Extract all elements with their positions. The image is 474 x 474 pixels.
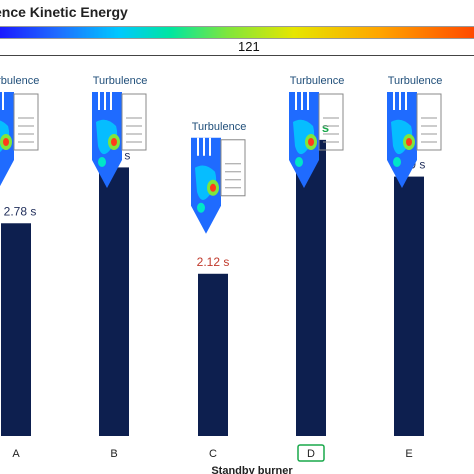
sim-caption-b: Turbulence	[93, 75, 148, 87]
data-label-a: 2.78 s	[4, 204, 37, 218]
sim-caption-e: Turbulence	[388, 75, 443, 87]
turbulence-sim-c	[191, 137, 246, 234]
highlight-box-d	[297, 444, 325, 462]
x-axis-label: Standby burner	[211, 465, 293, 474]
colorbar-value: 121	[238, 39, 260, 54]
tick-label-e: E	[405, 448, 412, 460]
turbulence-sim-a	[0, 92, 39, 187]
turbulence-sim-b	[92, 92, 147, 188]
sim-caption-d: Turbulence	[290, 75, 345, 87]
tick-label-c: C	[209, 448, 217, 460]
tick-label-b: B	[110, 448, 117, 460]
turbulence-sim-d	[289, 92, 344, 188]
bar-c	[198, 273, 228, 436]
data-label-c: 2.12 s	[197, 255, 230, 269]
turbulence-colorbar	[0, 26, 474, 39]
colorbar-divider	[0, 55, 474, 56]
turbulence-sim-e	[387, 92, 442, 188]
bar-d	[296, 139, 326, 436]
chart-title: ence Kinetic Energy	[0, 4, 128, 20]
bar-b	[99, 167, 129, 436]
sim-caption-a: Turbulence	[0, 75, 39, 87]
tick-label-a: A	[12, 448, 20, 460]
bar-e	[394, 176, 424, 436]
bar-a	[1, 223, 31, 436]
sim-caption-c: Turbulence	[192, 121, 247, 133]
tick-label-d: D	[307, 448, 315, 460]
